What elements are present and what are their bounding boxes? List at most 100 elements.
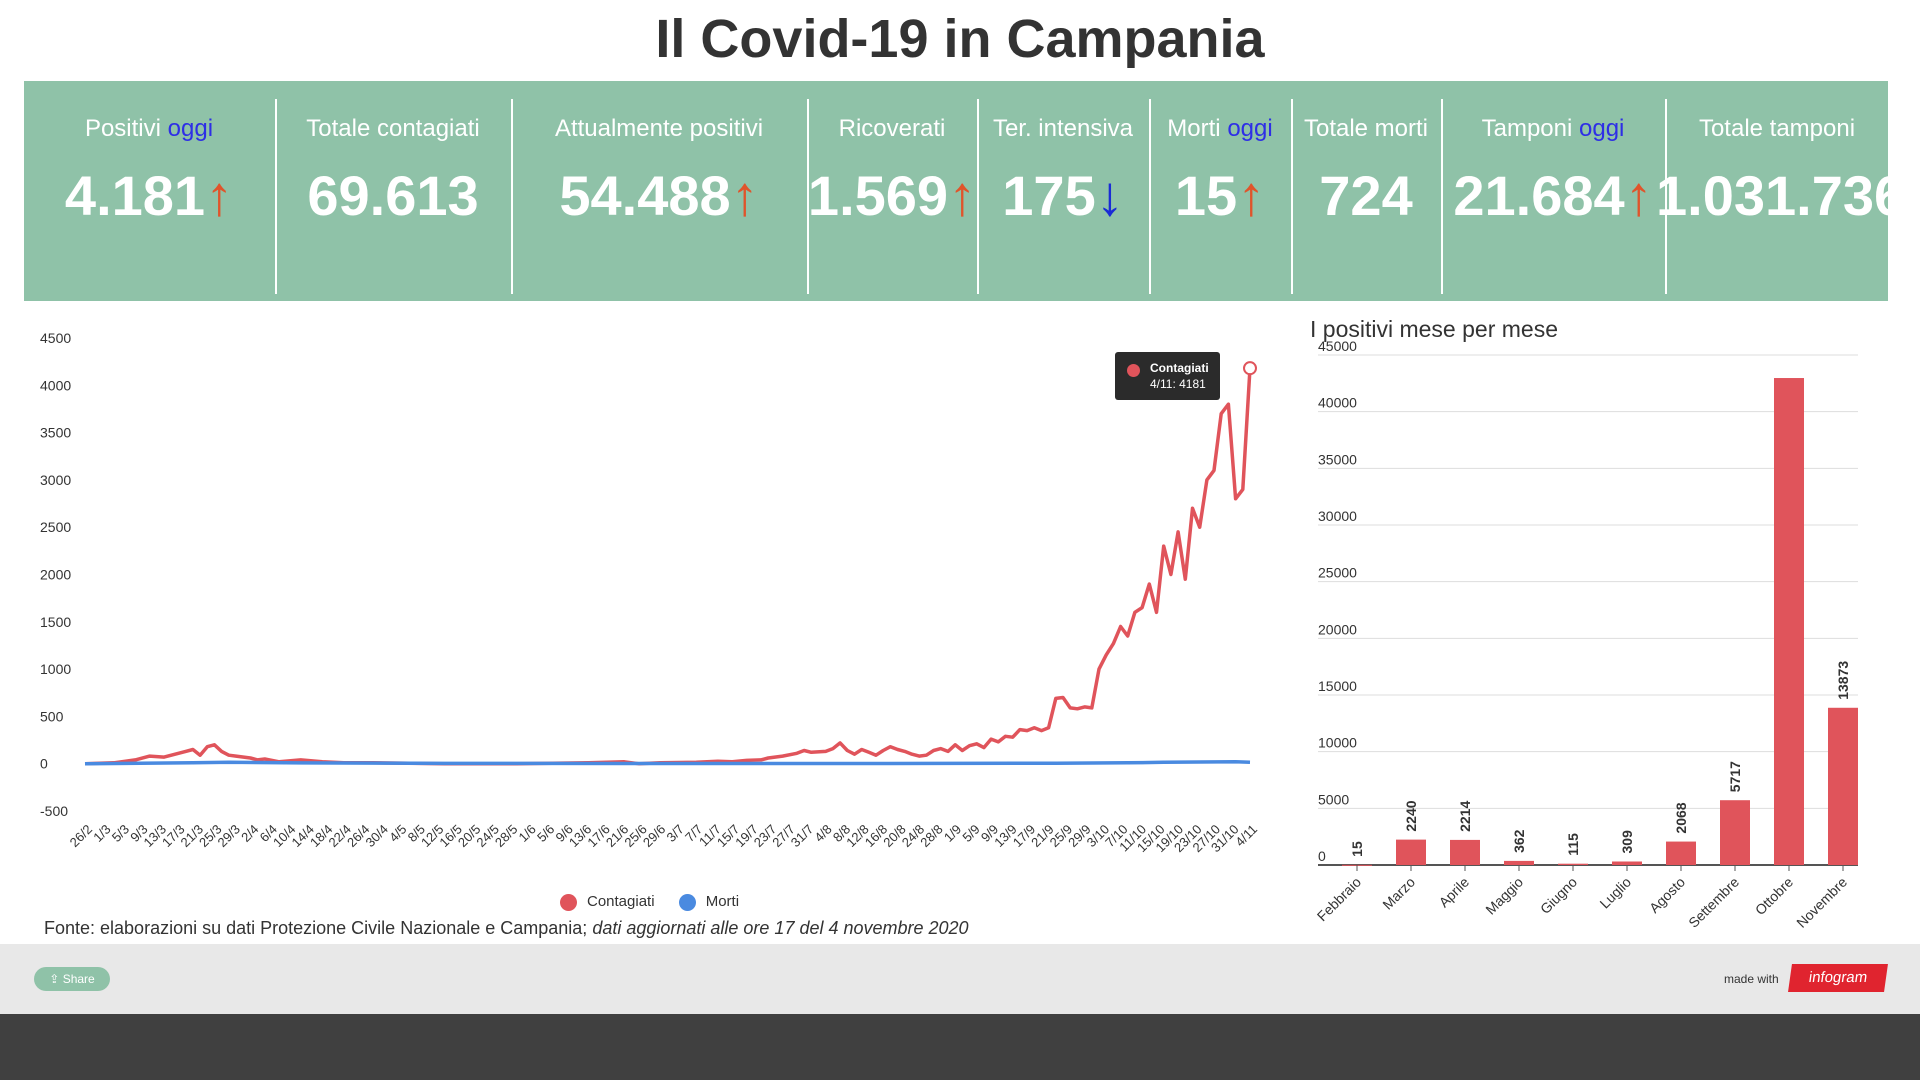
bottom-bar: [0, 1014, 1920, 1080]
stat-value-text: 69.613: [307, 164, 479, 227]
share-button[interactable]: ⇪ Share: [34, 967, 110, 991]
stat-value: 69.613: [266, 163, 520, 228]
tooltip-dot: [1127, 364, 1140, 377]
share-icon: ⇪: [49, 972, 60, 986]
y-tick-label: 2000: [40, 567, 71, 583]
stat-card: Totale tamponi 1.031.736: [1656, 81, 1905, 301]
y-tick-label: 500: [40, 708, 64, 724]
y-tick-label: 10000: [1318, 735, 1357, 751]
arrow-up-icon: ↑: [1237, 164, 1266, 227]
bar: [1774, 378, 1804, 865]
bar-value-label: 115: [1565, 833, 1581, 856]
bar-value-label: 309: [1619, 830, 1635, 854]
stat-label-accent: oggi: [167, 115, 214, 142]
stat-card: Tamponi oggi 21.684↑: [1442, 81, 1664, 301]
arrow-up-icon: ↑: [948, 164, 977, 227]
legend-item-morti[interactable]: Morti: [678, 893, 740, 911]
stats-panel: Positivi oggi 4.181↑ Totale contagiati 69.6…: [24, 81, 1905, 301]
series-line-contagiati: [84, 368, 1252, 766]
legend-label-morti: Morti: [705, 893, 740, 910]
stat-card: Totale morti 724: [1292, 81, 1440, 301]
source-plain: Fonte: elaborazioni su dati Protezione C…: [44, 918, 593, 938]
y-tick-label: 35000: [1318, 451, 1357, 467]
series-line-morti: [84, 760, 1251, 766]
y-tick-label: 20000: [1318, 621, 1357, 637]
stat-label-accent: oggi: [1227, 115, 1273, 142]
y-tick-label: -500: [40, 803, 68, 819]
stat-label-accent: oggi: [1579, 115, 1625, 142]
stat-label: Totale morti: [1292, 115, 1440, 143]
monthly-bar-chart: 0 5000 10000 15000 20000 25000 30000 35000 40000…: [1314, 338, 1858, 931]
stat-value: 724: [1282, 163, 1450, 228]
source-note: Fonte: elaborazioni su dati Protezione C…: [44, 918, 969, 939]
daily-line-chart: -500 0 500 1000 1500 2000 2500 3000 3500 4000 4500…: [40, 330, 1260, 855]
share-label: Share: [62, 972, 95, 986]
y-tick-label: 15000: [1318, 678, 1357, 694]
y-tick-label: 45000: [1318, 338, 1357, 354]
category-label: Maggio: [1482, 874, 1526, 918]
page-title: Il Covid-19 in Campania: [655, 9, 1265, 69]
stat-label: Totale tamponi: [1666, 115, 1888, 143]
infogram-logo[interactable]: infogram: [1788, 964, 1888, 992]
stat-label: Attualmente positivi: [512, 115, 806, 143]
stat-value-text: 15: [1174, 164, 1238, 227]
stat-label: Tamponi oggi: [1442, 115, 1664, 143]
stat-value-text: 1.569: [807, 164, 949, 227]
bar: [1666, 841, 1696, 865]
stat-card: Positivi oggi 4.181↑: [24, 81, 274, 301]
stat-value: 21.684↑: [1432, 163, 1674, 228]
stat-card: Ricoverati 1.569↑: [808, 81, 976, 301]
y-tick-label: 4000: [40, 377, 71, 393]
legend-dot-morti: [678, 893, 696, 911]
y-tick-label: 5000: [1318, 791, 1349, 807]
stat-divider: [807, 99, 809, 294]
stat-value: 1.569↑: [798, 163, 986, 228]
bar: [1558, 863, 1588, 865]
stat-divider: [1291, 99, 1293, 294]
legend-item-contagiati[interactable]: Contagiati: [560, 893, 655, 911]
made-with-label: made with: [1724, 972, 1779, 986]
category-label: Settembre: [1685, 874, 1742, 931]
y-tick-label: 3000: [40, 472, 71, 488]
stat-label-text: Totale morti: [1303, 115, 1429, 142]
highlight-point: [1243, 361, 1257, 376]
stat-label-text: Morti: [1167, 115, 1221, 142]
stat-value: 54.488↑: [502, 163, 816, 228]
category-label: Marzo: [1379, 874, 1418, 913]
stat-value-text: 54.488: [559, 164, 731, 227]
stat-label-text: Totale contagiati: [306, 115, 480, 142]
stat-label-text: Tamponi: [1481, 115, 1573, 142]
bar-value-label: 5717: [1727, 761, 1743, 792]
stat-value: 4.181↑: [14, 163, 284, 228]
y-tick-label: 0: [1318, 848, 1326, 864]
stat-value-text: 21.684: [1453, 164, 1625, 227]
legend-label-contagiati: Contagiati: [587, 893, 655, 910]
bar-chart-title: I positivi mese per mese: [1310, 316, 1558, 342]
stat-card: Ter. intensiva 175↓: [978, 81, 1148, 301]
stat-card: Attualmente positivi 54.488↑: [512, 81, 806, 301]
stat-value: 175↓: [968, 163, 1158, 228]
stat-divider: [511, 99, 513, 294]
stat-value-text: 175: [1002, 164, 1096, 227]
stat-label: Morti oggi: [1150, 115, 1290, 143]
bar-value-label: 2068: [1673, 802, 1689, 833]
bar-value-label: 2214: [1457, 801, 1473, 832]
category-label: Giugno: [1537, 874, 1580, 917]
stat-label-text: Attualmente positivi: [554, 115, 764, 142]
arrow-up-icon: ↑: [205, 164, 234, 227]
stat-divider: [977, 99, 979, 294]
stat-label-text: Positivi: [84, 115, 161, 142]
y-tick-label: 30000: [1318, 508, 1357, 524]
y-tick-label: 0: [40, 756, 48, 772]
y-tick-label: 1500: [40, 614, 71, 630]
tooltip-series: Contagiati: [1150, 361, 1209, 375]
y-tick-label: 40000: [1318, 395, 1357, 411]
y-tick-label: 2500: [40, 519, 71, 535]
legend-dot-contagiati: [560, 893, 577, 911]
bar: [1396, 839, 1426, 865]
bar-value-label: 2240: [1403, 800, 1419, 831]
stat-value: 1.031.736: [1656, 163, 1905, 228]
stat-value: 15↑: [1140, 163, 1300, 228]
category-label: Luglio: [1596, 874, 1634, 912]
bar: [1612, 861, 1642, 865]
